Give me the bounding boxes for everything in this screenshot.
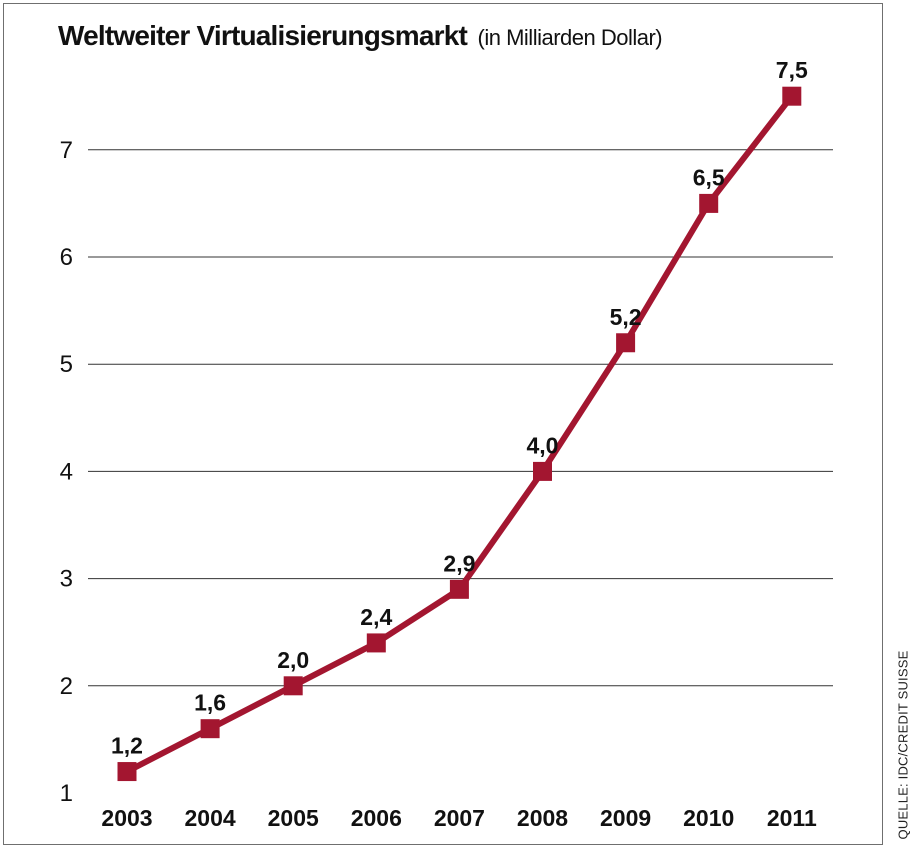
x-tick-label: 2007 (434, 805, 485, 831)
data-label: 4,0 (527, 432, 559, 458)
y-tick-label: 6 (60, 244, 73, 271)
x-tick-label: 2004 (185, 805, 236, 831)
data-point-marker (117, 762, 137, 782)
x-tick-label: 2009 (600, 805, 651, 831)
y-tick-label: 3 (60, 566, 73, 593)
data-point-marker (782, 86, 802, 106)
data-label: 5,2 (610, 304, 642, 330)
data-point-marker (283, 676, 303, 696)
data-label: 2,4 (360, 604, 392, 630)
x-tick-label: 2008 (517, 805, 568, 831)
data-point-marker (699, 193, 719, 213)
title-unit: (in Milliarden Dollar) (477, 25, 663, 50)
x-tick-label: 2011 (767, 805, 817, 831)
y-tick-label: 7 (60, 137, 73, 164)
data-label: 6,5 (693, 164, 725, 190)
data-label: 2,0 (277, 647, 309, 673)
data-point-marker (533, 461, 552, 481)
y-tick-label: 5 (60, 351, 73, 378)
data-label: 2,9 (443, 550, 475, 576)
y-tick-label: 4 (60, 458, 73, 485)
x-tick-label: 2005 (268, 805, 319, 831)
data-label: 1,6 (194, 690, 226, 716)
title-main: Weltweiter Virtualisierungsmarkt (58, 20, 468, 51)
y-tick-label: 1 (60, 780, 73, 807)
data-point-marker (616, 333, 636, 353)
chart-title: Weltweiter Virtualisierungsmarkt (in Mil… (58, 20, 663, 52)
data-point-marker (449, 579, 469, 599)
x-tick-label: 2010 (683, 805, 734, 831)
data-point-marker (366, 633, 386, 653)
y-tick-label: 2 (60, 673, 73, 700)
data-point-marker (200, 719, 220, 739)
source-credit: QUELLE: IDC/CREDIT SUISSE (895, 650, 911, 840)
x-tick-label: 2003 (101, 805, 152, 831)
data-label: 7,5 (776, 57, 808, 83)
chart-frame (3, 3, 883, 845)
x-tick-label: 2006 (351, 805, 402, 831)
data-label: 1,2 (111, 733, 143, 759)
series-line (124, 93, 795, 775)
